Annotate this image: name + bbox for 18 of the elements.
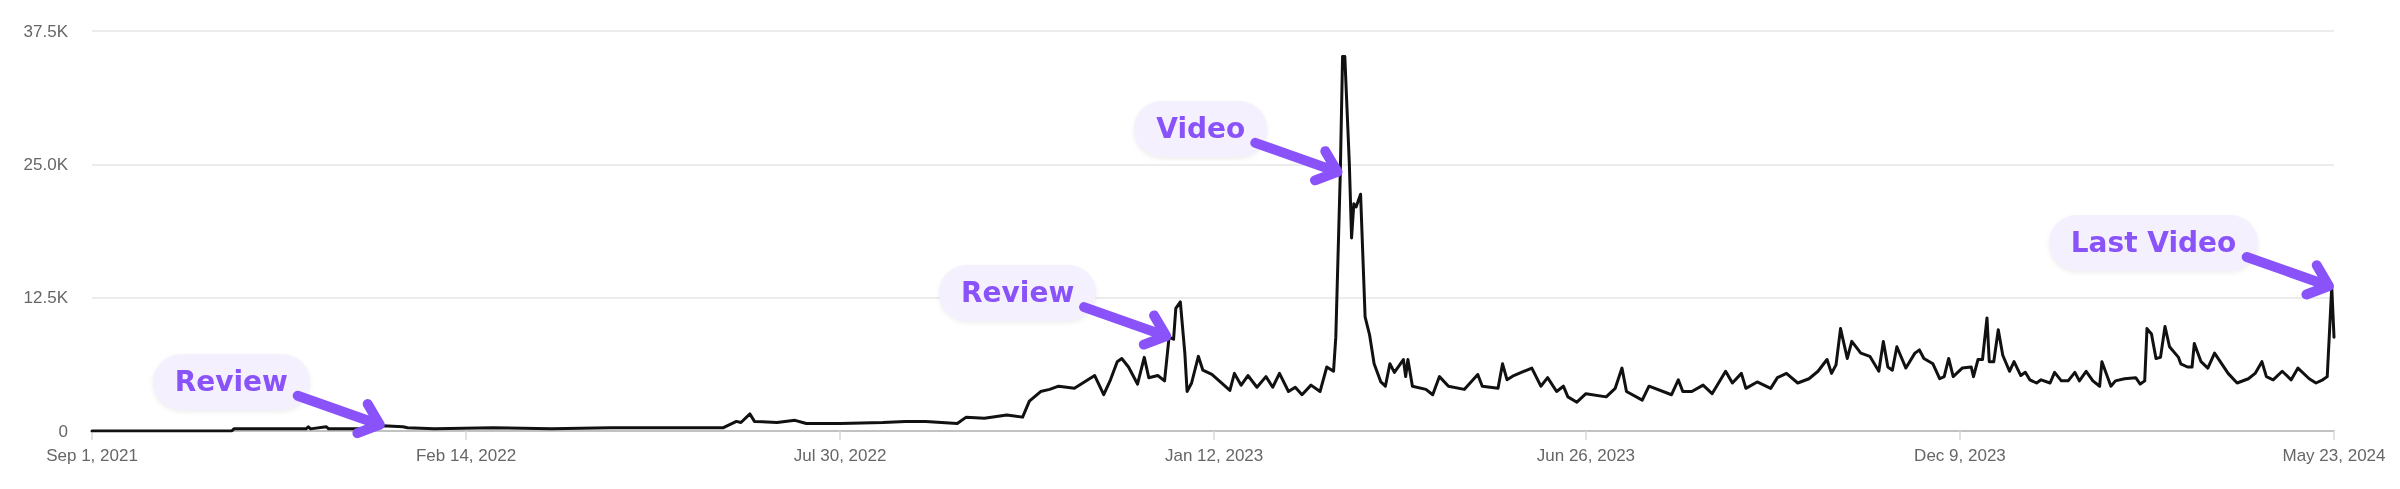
y-tick-label: 25.0K [23,154,69,174]
y-tick-label: 0 [58,421,68,441]
annotation: Video [1156,111,1246,145]
line-series [90,55,2336,433]
x-tick-label: Jul 30, 2022 [793,446,887,465]
annotation: Review [961,276,1075,310]
x-tick-label: Dec 9, 2023 [1914,446,2006,465]
callout: Last Video [2048,215,2259,271]
x-tick-label: Sep 1, 2021 [46,446,138,465]
x-tick-label: May 23, 2024 [2282,446,2386,465]
annotation: Last Video [2070,226,2237,259]
y-tick-label: 37.5K [23,21,69,41]
x-tick-label: Jun 26, 2023 [1536,446,1636,465]
callout: Review [939,265,1097,322]
x-tick-label: Jan 12, 2023 [1164,446,1264,465]
y-tick-label: 12.5K [23,288,69,308]
annotation: Review [174,364,288,398]
x-tick-label: Feb 14, 2022 [415,446,517,465]
